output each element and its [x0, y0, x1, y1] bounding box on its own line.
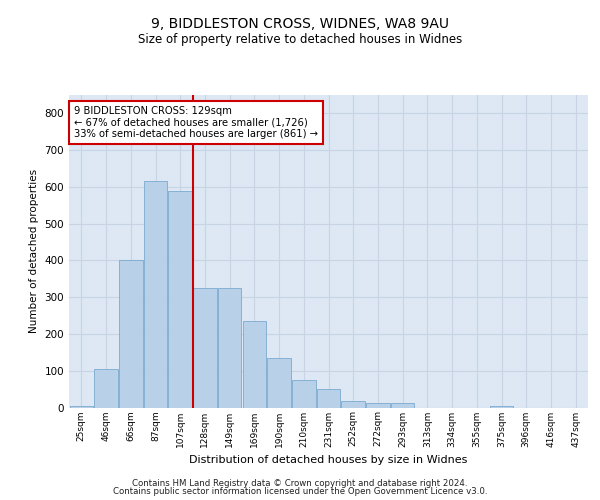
Bar	[218, 288, 241, 408]
Y-axis label: Number of detached properties: Number of detached properties	[29, 169, 39, 334]
Bar	[242, 321, 266, 408]
X-axis label: Distribution of detached houses by size in Widnes: Distribution of detached houses by size …	[190, 455, 467, 465]
Bar	[144, 182, 167, 408]
Bar	[366, 403, 389, 407]
Bar	[94, 369, 118, 408]
Bar	[317, 389, 340, 407]
Text: 9 BIDDLESTON CROSS: 129sqm
← 67% of detached houses are smaller (1,726)
33% of s: 9 BIDDLESTON CROSS: 129sqm ← 67% of deta…	[74, 106, 318, 139]
Bar	[391, 403, 415, 407]
Text: 9, BIDDLESTON CROSS, WIDNES, WA8 9AU: 9, BIDDLESTON CROSS, WIDNES, WA8 9AU	[151, 18, 449, 32]
Bar	[490, 406, 513, 407]
Text: Contains public sector information licensed under the Open Government Licence v3: Contains public sector information licen…	[113, 487, 487, 496]
Text: Contains HM Land Registry data © Crown copyright and database right 2024.: Contains HM Land Registry data © Crown c…	[132, 478, 468, 488]
Bar	[169, 190, 192, 408]
Bar	[341, 401, 365, 407]
Bar	[70, 406, 93, 407]
Bar	[193, 288, 217, 408]
Text: Size of property relative to detached houses in Widnes: Size of property relative to detached ho…	[138, 32, 462, 46]
Bar	[119, 260, 143, 408]
Bar	[292, 380, 316, 407]
Bar	[268, 358, 291, 408]
